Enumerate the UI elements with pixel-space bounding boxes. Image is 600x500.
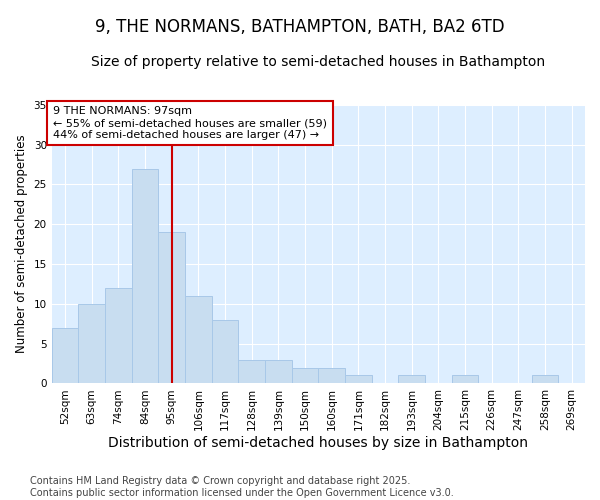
Bar (452, 376, 478, 384)
Bar (238, 360, 265, 384)
Bar (185, 296, 212, 384)
Bar (79, 304, 105, 384)
Bar (398, 376, 425, 384)
Title: Size of property relative to semi-detached houses in Bathampton: Size of property relative to semi-detach… (91, 55, 545, 69)
Bar (345, 376, 371, 384)
Bar (265, 360, 292, 384)
Bar (532, 376, 559, 384)
Bar (158, 232, 185, 384)
Bar (52, 328, 79, 384)
Text: Contains HM Land Registry data © Crown copyright and database right 2025.
Contai: Contains HM Land Registry data © Crown c… (30, 476, 454, 498)
X-axis label: Distribution of semi-detached houses by size in Bathampton: Distribution of semi-detached houses by … (109, 436, 529, 450)
Bar (319, 368, 345, 384)
Text: 9, THE NORMANS, BATHAMPTON, BATH, BA2 6TD: 9, THE NORMANS, BATHAMPTON, BATH, BA2 6T… (95, 18, 505, 36)
Y-axis label: Number of semi-detached properties: Number of semi-detached properties (15, 135, 28, 354)
Text: 9 THE NORMANS: 97sqm
← 55% of semi-detached houses are smaller (59)
44% of semi-: 9 THE NORMANS: 97sqm ← 55% of semi-detac… (53, 106, 327, 140)
Bar (212, 320, 238, 384)
Bar (131, 168, 158, 384)
Bar (105, 288, 131, 384)
Bar (292, 368, 319, 384)
